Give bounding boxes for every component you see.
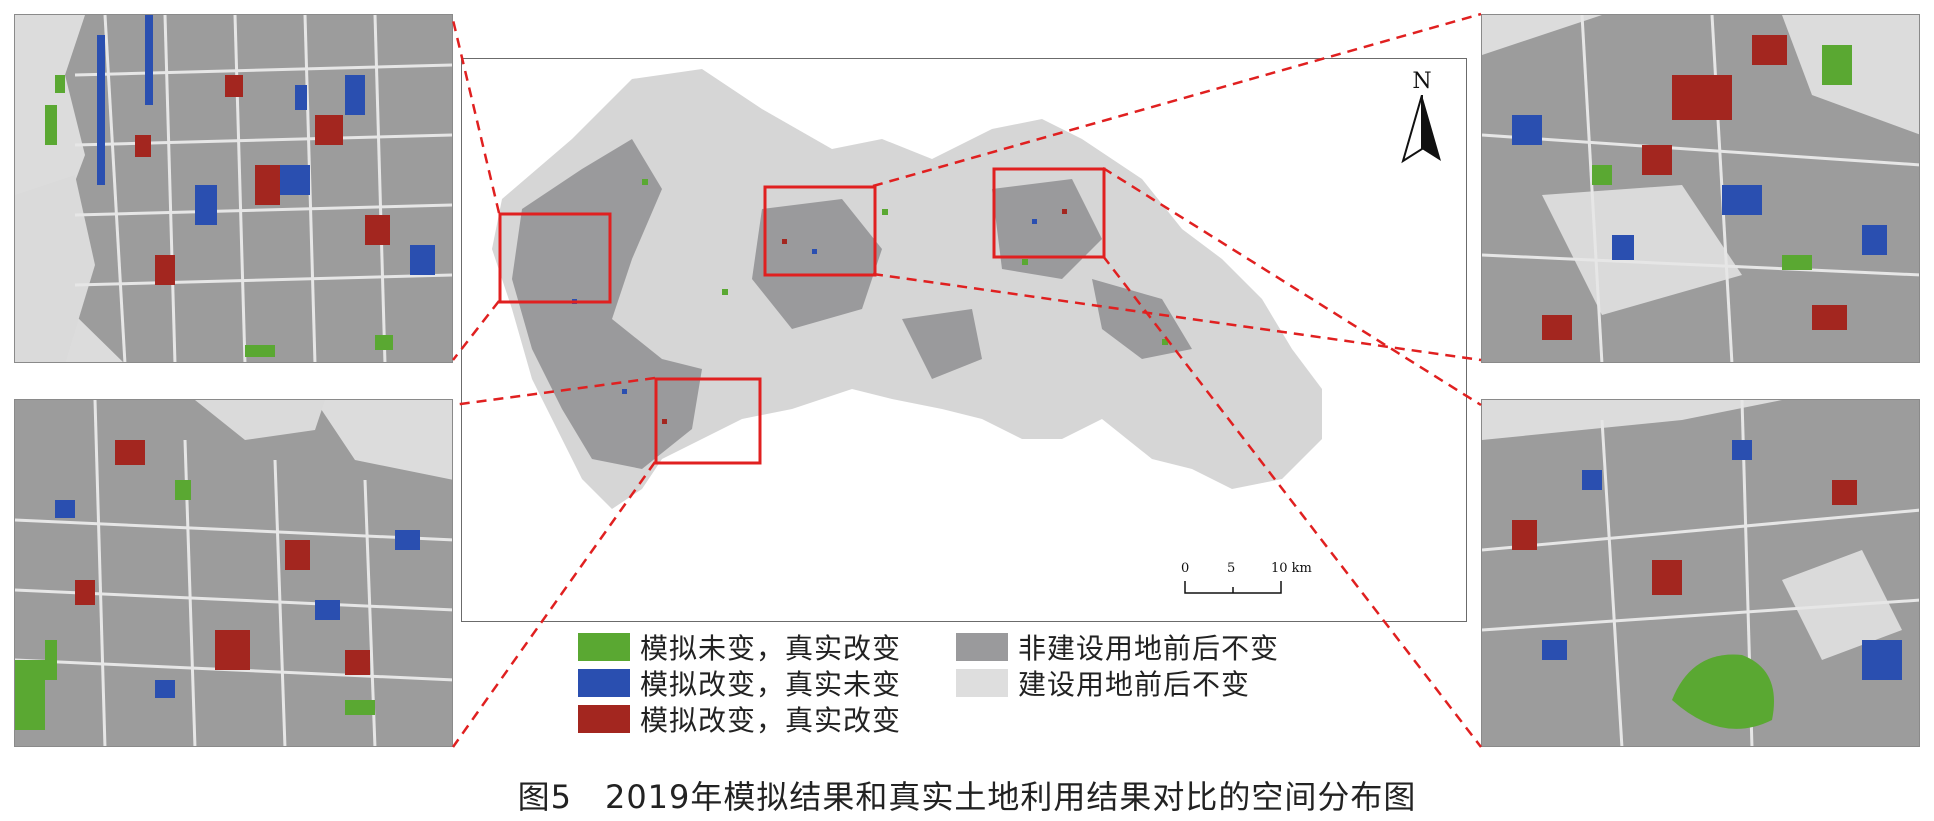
zoom-panel-bottom-right bbox=[1481, 399, 1920, 747]
zoom-panel-top-left bbox=[14, 14, 453, 363]
legend-label: 模拟改变，真实改变 bbox=[640, 704, 902, 737]
legend-label: 模拟未变，真实改变 bbox=[640, 632, 902, 665]
legend-label: 建设用地前后不变 bbox=[1018, 668, 1251, 701]
legend-swatch-blue bbox=[578, 669, 630, 697]
zoom-map-top-left bbox=[15, 15, 452, 362]
legend-item: 模拟改变，真实改变 bbox=[578, 704, 901, 737]
legend-swatch-light-gray bbox=[956, 669, 1008, 697]
zoom-map-bottom-left bbox=[15, 400, 452, 746]
scale-tick-5: 5 bbox=[1227, 561, 1236, 576]
scale-bar: 0 5 10 km bbox=[1181, 561, 1351, 601]
scale-bar-line bbox=[1184, 581, 1282, 594]
main-map: N 0 5 10 km bbox=[461, 58, 1467, 622]
zoom-map-bottom-right bbox=[1482, 400, 1919, 746]
north-arrow-icon bbox=[1401, 95, 1441, 164]
figure-caption: 图5 2019年模拟结果和真实土地利用结果对比的空间分布图 bbox=[517, 778, 1417, 816]
zoom-panel-bottom-left bbox=[14, 399, 453, 747]
legend-swatch-green bbox=[578, 633, 630, 661]
scale-tick-0: 0 bbox=[1181, 561, 1190, 576]
legend-item: 模拟改变，真实未变 bbox=[578, 668, 901, 701]
legend: 模拟未变，真实改变 模拟改变，真实未变 模拟改变，真实改变 非建设用地前后不变 … bbox=[578, 628, 1338, 740]
shenzhen-map bbox=[492, 69, 1322, 509]
legend-item: 非建设用地前后不变 bbox=[956, 632, 1279, 665]
legend-item: 建设用地前后不变 bbox=[956, 668, 1250, 701]
legend-swatch-red bbox=[578, 705, 630, 733]
north-label: N bbox=[1412, 69, 1432, 94]
legend-label: 非建设用地前后不变 bbox=[1018, 632, 1280, 665]
zoom-panel-top-right bbox=[1481, 14, 1920, 363]
legend-swatch-dark-gray bbox=[956, 633, 1008, 661]
north-arrow: N bbox=[1399, 69, 1445, 165]
scale-tick-10: 10 km bbox=[1271, 561, 1312, 576]
legend-label: 模拟改变，真实未变 bbox=[640, 668, 902, 701]
legend-item: 模拟未变，真实改变 bbox=[578, 632, 901, 665]
zoom-map-top-right bbox=[1482, 15, 1919, 362]
